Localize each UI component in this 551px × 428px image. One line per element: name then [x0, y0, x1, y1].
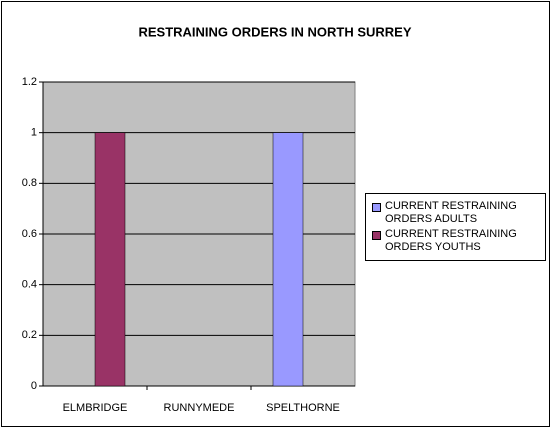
legend: CURRENT RESTRAINING ORDERS ADULTS CURRENT…: [365, 193, 546, 261]
y-tick-label: 1.2: [22, 76, 37, 88]
legend-swatch: [372, 231, 381, 240]
y-tick-label: 0.2: [22, 329, 37, 341]
y-tick-label: 0.6: [22, 228, 37, 240]
bar: [94, 132, 126, 387]
legend-swatch: [372, 203, 381, 212]
legend-entry: CURRENT RESTRAINING ORDERS ADULTS: [370, 200, 541, 226]
y-tick-label: 1: [31, 127, 37, 139]
chart-title: RESTRAINING ORDERS IN NORTH SURREY: [138, 24, 411, 39]
x-tick-label: SPELTHORNE: [266, 402, 340, 414]
legend-label: CURRENT RESTRAINING ORDERS YOUTHS: [385, 228, 517, 253]
y-tick-label: 0: [31, 380, 37, 392]
y-tick-label: 0.4: [22, 279, 37, 291]
x-tick-label: ELMBRIDGE: [63, 402, 128, 414]
y-tick-label: 0.8: [22, 177, 37, 189]
bar: [272, 132, 304, 387]
legend-label: CURRENT RESTRAINING ORDERS ADULTS: [385, 200, 517, 225]
x-tick-label: RUNNYMEDE: [164, 402, 235, 414]
legend-entry: CURRENT RESTRAINING ORDERS YOUTHS: [370, 228, 541, 254]
